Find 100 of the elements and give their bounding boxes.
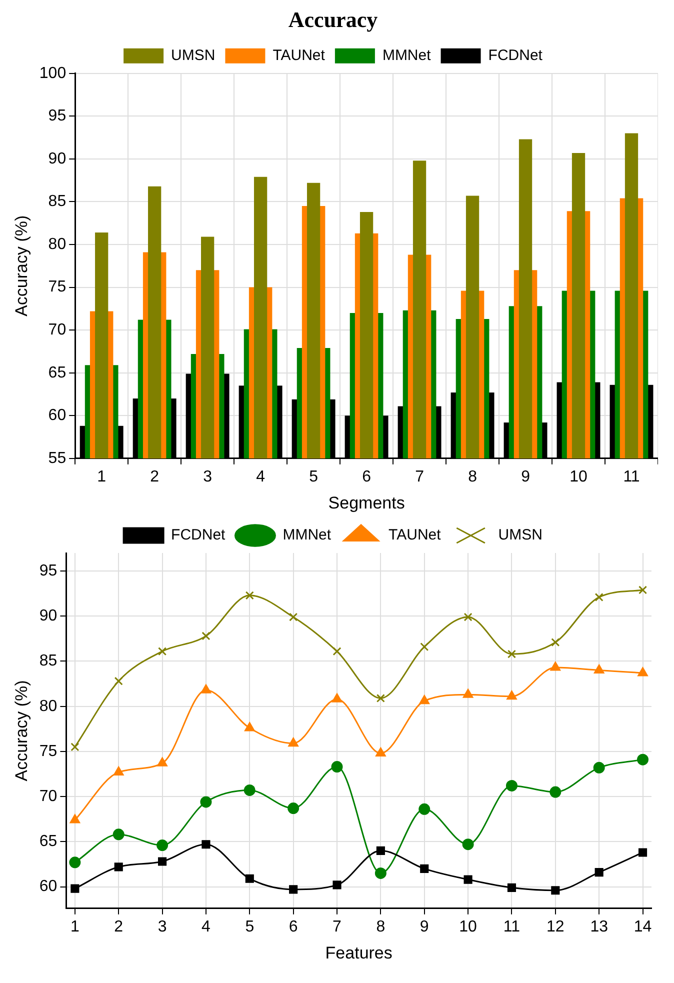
x-tick-label: 3	[158, 918, 167, 936]
point	[420, 864, 429, 873]
x-tick-label: 8	[376, 918, 386, 936]
point	[112, 828, 124, 840]
y-axis-title: Accuracy (%)	[12, 215, 31, 316]
x-tick-label: 11	[503, 918, 520, 936]
point	[462, 838, 474, 850]
x-tick-label: 13	[590, 918, 608, 936]
y-tick-label: 70	[48, 321, 66, 338]
point	[245, 874, 254, 883]
x-axis-title: Features	[325, 943, 392, 962]
point	[551, 886, 560, 895]
point	[69, 856, 81, 868]
point	[332, 693, 342, 702]
x-tick-label: 1	[70, 918, 80, 936]
y-tick-label: 90	[48, 150, 66, 168]
y-tick-label: 75	[39, 742, 58, 760]
point	[202, 840, 210, 849]
point	[507, 883, 516, 892]
x-tick-label: 10	[570, 468, 588, 486]
x-tick-label: 7	[332, 918, 342, 936]
legend-label: FCDNet	[171, 526, 226, 544]
legend-label: MMNet	[382, 47, 432, 64]
y-tick-label: 75	[48, 278, 66, 296]
point	[157, 757, 168, 766]
point	[506, 780, 518, 792]
point	[244, 784, 256, 796]
x-tick-label: 4	[202, 918, 211, 936]
x-tick-label: 5	[309, 468, 318, 486]
legend-label: MMNet	[282, 526, 332, 544]
point	[288, 802, 300, 814]
point	[376, 748, 386, 756]
y-tick-label: 100	[39, 64, 66, 82]
y-tick-label: 70	[39, 788, 58, 805]
point	[638, 667, 648, 676]
point	[594, 664, 604, 674]
point	[464, 875, 472, 884]
legend-label: TAUNet	[388, 526, 442, 544]
y-tick-label: 85	[48, 193, 66, 210]
point	[507, 650, 516, 658]
x-tick-label: 9	[420, 918, 429, 936]
point	[594, 868, 604, 877]
point	[376, 846, 385, 855]
point	[245, 591, 254, 600]
point	[114, 862, 123, 872]
legend-label: UMSN	[171, 47, 216, 64]
point	[374, 867, 386, 879]
x-tick-label: 6	[288, 918, 298, 936]
y-axis-title: Accuracy (%)	[12, 680, 31, 782]
point	[462, 688, 474, 698]
point	[200, 796, 212, 808]
x-tick-label: 12	[546, 918, 564, 936]
x-tick-label: 5	[245, 918, 254, 936]
legend-label: FCDNet	[488, 47, 544, 64]
legend-label: UMSN	[498, 526, 542, 544]
point	[289, 885, 298, 894]
point	[288, 738, 298, 747]
chart-title: Accuracy	[288, 6, 378, 32]
y-tick-label: 80	[48, 236, 66, 253]
x-tick-label: 8	[468, 468, 478, 486]
point	[419, 695, 430, 704]
point	[200, 684, 212, 694]
point	[420, 642, 429, 652]
y-tick-label: 95	[39, 562, 58, 580]
y-tick-label: 65	[48, 364, 66, 382]
point	[70, 884, 80, 893]
point	[593, 762, 605, 774]
x-tick-label: 2	[114, 918, 124, 936]
x-tick-label: 3	[203, 468, 212, 486]
point	[637, 754, 649, 766]
point	[114, 676, 123, 686]
point	[70, 742, 80, 752]
point	[158, 647, 167, 656]
x-tick-label: 4	[256, 468, 266, 486]
point	[331, 761, 343, 773]
point	[551, 638, 560, 647]
point	[202, 632, 210, 640]
x-axis-title: Segments	[328, 493, 405, 512]
x-tick-label: 11	[623, 468, 640, 486]
point	[550, 786, 562, 798]
point	[418, 803, 430, 815]
point	[70, 814, 80, 824]
point	[638, 586, 648, 594]
y-tick-label: 60	[39, 878, 58, 896]
point	[156, 840, 168, 852]
point	[244, 722, 255, 732]
point	[332, 880, 342, 890]
y-tick-label: 80	[39, 698, 58, 715]
point	[638, 848, 648, 857]
x-tick-label: 7	[415, 468, 424, 486]
point	[376, 694, 385, 703]
point	[332, 647, 342, 656]
x-tick-label: 6	[362, 468, 372, 486]
point	[289, 612, 298, 622]
y-tick-label: 90	[39, 608, 58, 625]
y-tick-label: 55	[48, 450, 66, 467]
x-tick-label: 1	[97, 468, 106, 486]
y-tick-label: 65	[39, 833, 58, 850]
x-tick-label: 2	[150, 468, 160, 486]
point	[594, 592, 604, 602]
